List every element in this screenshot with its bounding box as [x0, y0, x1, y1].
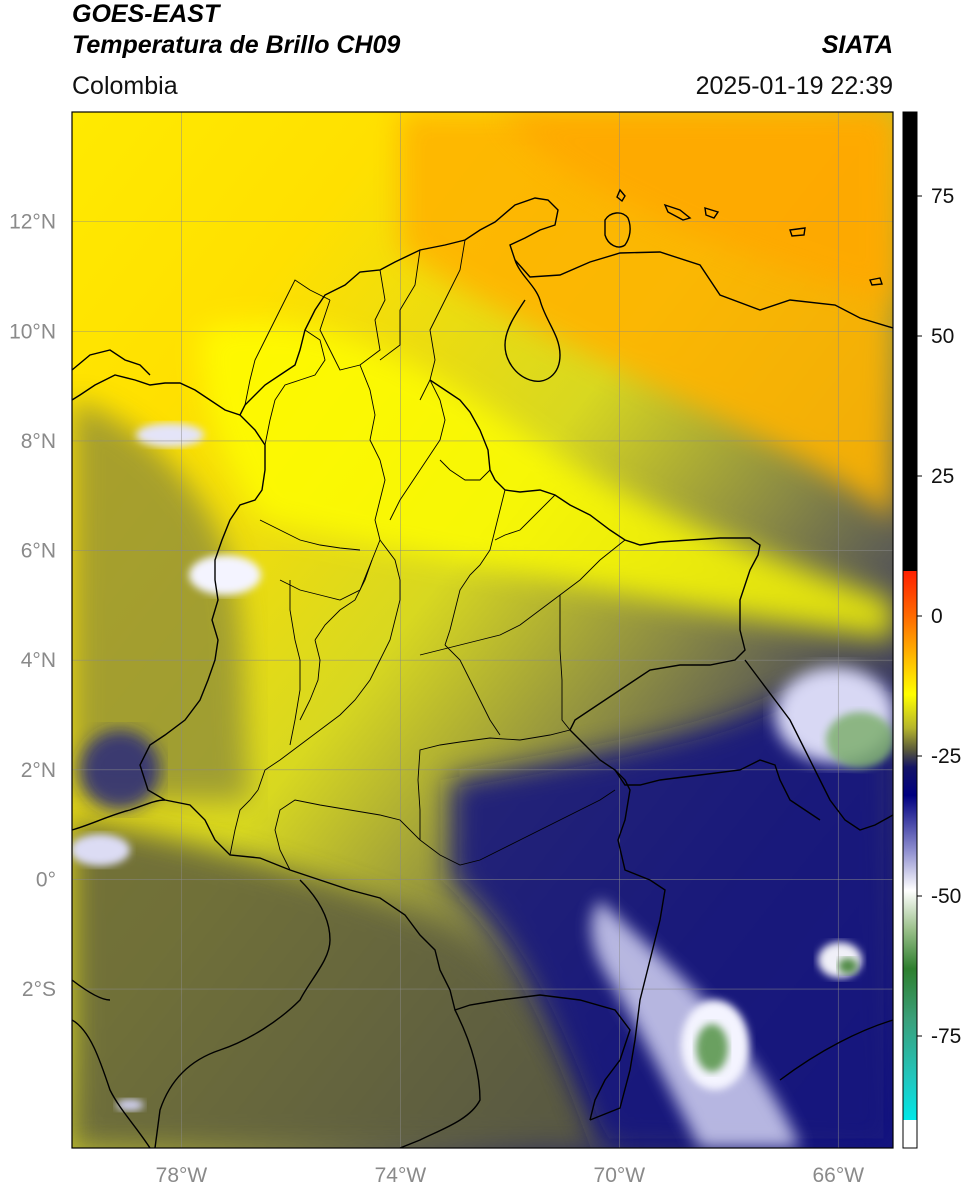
colorbar-tick-label: 50: [931, 325, 954, 348]
colorbar-tick-label: 75: [931, 185, 954, 208]
country-borders: [72, 188, 893, 1148]
brightness-temperature-field: [72, 112, 893, 1148]
latitude-labels: 12°N 10°N 8°N 6°N 4°N 2°N 0° 2°S: [9, 211, 56, 1001]
latitude-tick-label: 10°N: [9, 320, 56, 343]
longitude-tick-label: 70°W: [594, 1164, 646, 1187]
latitude-tick-label: 0°: [36, 868, 56, 891]
colorbar-tick-label: -50: [931, 885, 961, 908]
datetime-label: 2025-01-19 22:39: [695, 72, 893, 100]
latitude-tick-label: 8°N: [21, 430, 56, 453]
latitude-tick-label: 4°N: [21, 649, 56, 672]
organization-label: SIATA: [821, 31, 893, 59]
longitude-tick-label: 78°W: [156, 1164, 208, 1187]
longitude-tick-label: 66°W: [812, 1164, 864, 1187]
colorbar-scale: [902, 111, 918, 1149]
satellite-title: GOES-EAST: [72, 0, 220, 28]
colorbar: 75 50 25 0 -25 -50 -75: [902, 111, 961, 1149]
graticule: [72, 112, 893, 1148]
colorbar-ticks: 75 50 25 0 -25 -50 -75: [917, 185, 961, 1048]
latitude-tick-label: 12°N: [9, 211, 56, 234]
colorbar-tick-label: -75: [931, 1025, 961, 1048]
latitude-tick-label: 6°N: [21, 540, 56, 563]
longitude-labels: 78°W 74°W 70°W 66°W: [156, 1164, 865, 1187]
region-label: Colombia: [72, 72, 178, 100]
colorbar-tick-label: 0: [931, 605, 943, 628]
map-frame: [71, 111, 894, 1149]
longitude-tick-label: 74°W: [375, 1164, 427, 1187]
department-borders: [229, 239, 626, 871]
colorbar-tick-label: 25: [931, 465, 954, 488]
colorbar-tick-label: -25: [931, 745, 961, 768]
latitude-tick-label: 2°N: [21, 759, 56, 782]
product-title: Temperatura de Brillo CH09: [72, 31, 401, 59]
latitude-tick-label: 2°S: [22, 978, 56, 1001]
